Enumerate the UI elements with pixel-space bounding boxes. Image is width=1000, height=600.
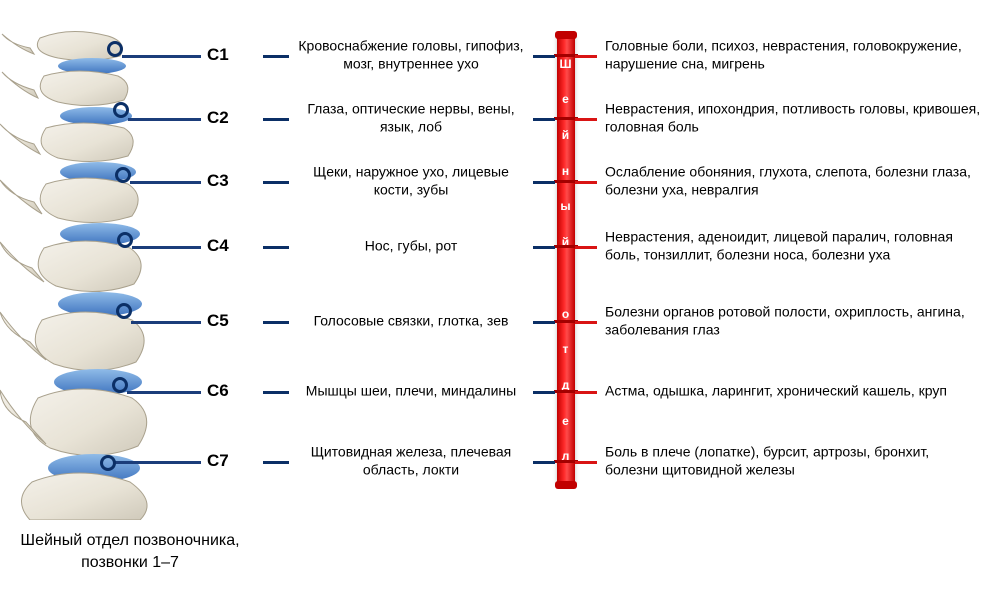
leader-line	[115, 461, 201, 464]
vertebra-marker-c2	[113, 102, 129, 118]
tick-line	[575, 461, 597, 464]
organs-text-c3: Щеки, наружное ухо, лицевые кости, зубы	[292, 164, 530, 199]
symptoms-text-c2: Неврастения, ипохондрия, потливость голо…	[605, 101, 985, 136]
vertebra-row-c7: C7 Щитовидная железа, плечевая область, л…	[0, 430, 1000, 492]
vertebra-marker-c3	[115, 167, 131, 183]
organs-text-c7: Щитовидная железа, плечевая область, лок…	[292, 444, 530, 479]
vertebra-marker-c7	[100, 455, 116, 471]
symptoms-text-c6: Астма, одышка, ларингит, хронический каш…	[605, 382, 985, 400]
leader-line	[130, 181, 201, 184]
symptoms-text-c7: Боль в плече (лопатке), бурсит, артрозы,…	[605, 444, 985, 479]
tick-line	[263, 181, 289, 184]
tick-line	[263, 55, 289, 58]
vertebra-code-c7: C7	[207, 451, 229, 471]
leader-line	[131, 321, 201, 324]
vertebra-code-c3: C3	[207, 171, 229, 191]
tick-line	[533, 321, 555, 324]
vertebra-code-c5: C5	[207, 311, 229, 331]
tick-line	[575, 321, 597, 324]
caption-line-2: позвонки 1–7	[81, 554, 179, 571]
leader-line	[127, 391, 201, 394]
vertebra-code-c6: C6	[207, 381, 229, 401]
tick-line	[263, 391, 289, 394]
vertebra-row-c5: C5 Голосовые связки, глотка, зев Болезни о…	[0, 290, 1000, 352]
symptoms-text-c1: Головные боли, психоз, неврастения, голо…	[605, 38, 985, 73]
tick-line	[533, 118, 555, 121]
tick-line	[575, 181, 597, 184]
symptoms-text-c4: Неврастения, аденоидит, лицевой паралич,…	[605, 229, 985, 264]
tick-line	[575, 55, 597, 58]
symptoms-text-c3: Ослабление обоняния, глухота, слепота, б…	[605, 164, 985, 199]
organs-text-c6: Мышцы шеи, плечи, миндалины	[292, 382, 530, 400]
tick-line	[533, 391, 555, 394]
caption-line-1: Шейный отдел позвоночника,	[20, 532, 239, 549]
tick-line	[533, 246, 555, 249]
tick-line	[575, 391, 597, 394]
organs-text-c2: Глаза, оптические нервы, вены, язык, лоб	[292, 101, 530, 136]
vertebra-row-c1: C1 Кровоснабжение головы, гипофиз, мозг, …	[0, 24, 1000, 86]
vertebra-code-c4: C4	[207, 236, 229, 256]
tick-line	[533, 461, 555, 464]
leader-line	[132, 246, 201, 249]
vertebra-row-c3: C3 Щеки, наружное ухо, лицевые кости, зуб…	[0, 150, 1000, 212]
vertebra-code-c1: C1	[207, 45, 229, 65]
tick-line	[263, 118, 289, 121]
tick-line	[533, 55, 555, 58]
tick-line	[263, 461, 289, 464]
spine-caption: Шейный отдел позвоночника, позвонки 1–7	[10, 530, 250, 573]
vertebra-marker-c6	[112, 377, 128, 393]
vertebra-marker-c5	[116, 303, 132, 319]
organs-text-c4: Нос, губы, рот	[292, 237, 530, 255]
tick-line	[263, 321, 289, 324]
vertebra-row-c2: C2 Глаза, оптические нервы, вены, язык, л…	[0, 87, 1000, 149]
vertebra-code-c2: C2	[207, 108, 229, 128]
leader-line	[128, 118, 201, 121]
organs-text-c5: Голосовые связки, глотка, зев	[292, 312, 530, 330]
tick-line	[263, 246, 289, 249]
tick-line	[533, 181, 555, 184]
vertebra-marker-c4	[117, 232, 133, 248]
organs-text-c1: Кровоснабжение головы, гипофиз, мозг, вн…	[292, 38, 530, 73]
leader-line	[122, 55, 201, 58]
tick-line	[575, 118, 597, 121]
tick-line	[575, 246, 597, 249]
vertebra-marker-c1	[107, 41, 123, 57]
vertebra-row-c4: C4 Нос, губы, рот Неврастения, аденоидит, …	[0, 215, 1000, 277]
vertebra-row-c6: C6 Мышцы шеи, плечи, миндалины Астма, одыш…	[0, 360, 1000, 422]
symptoms-text-c5: Болезни органов ротовой полости, охрипло…	[605, 304, 985, 339]
